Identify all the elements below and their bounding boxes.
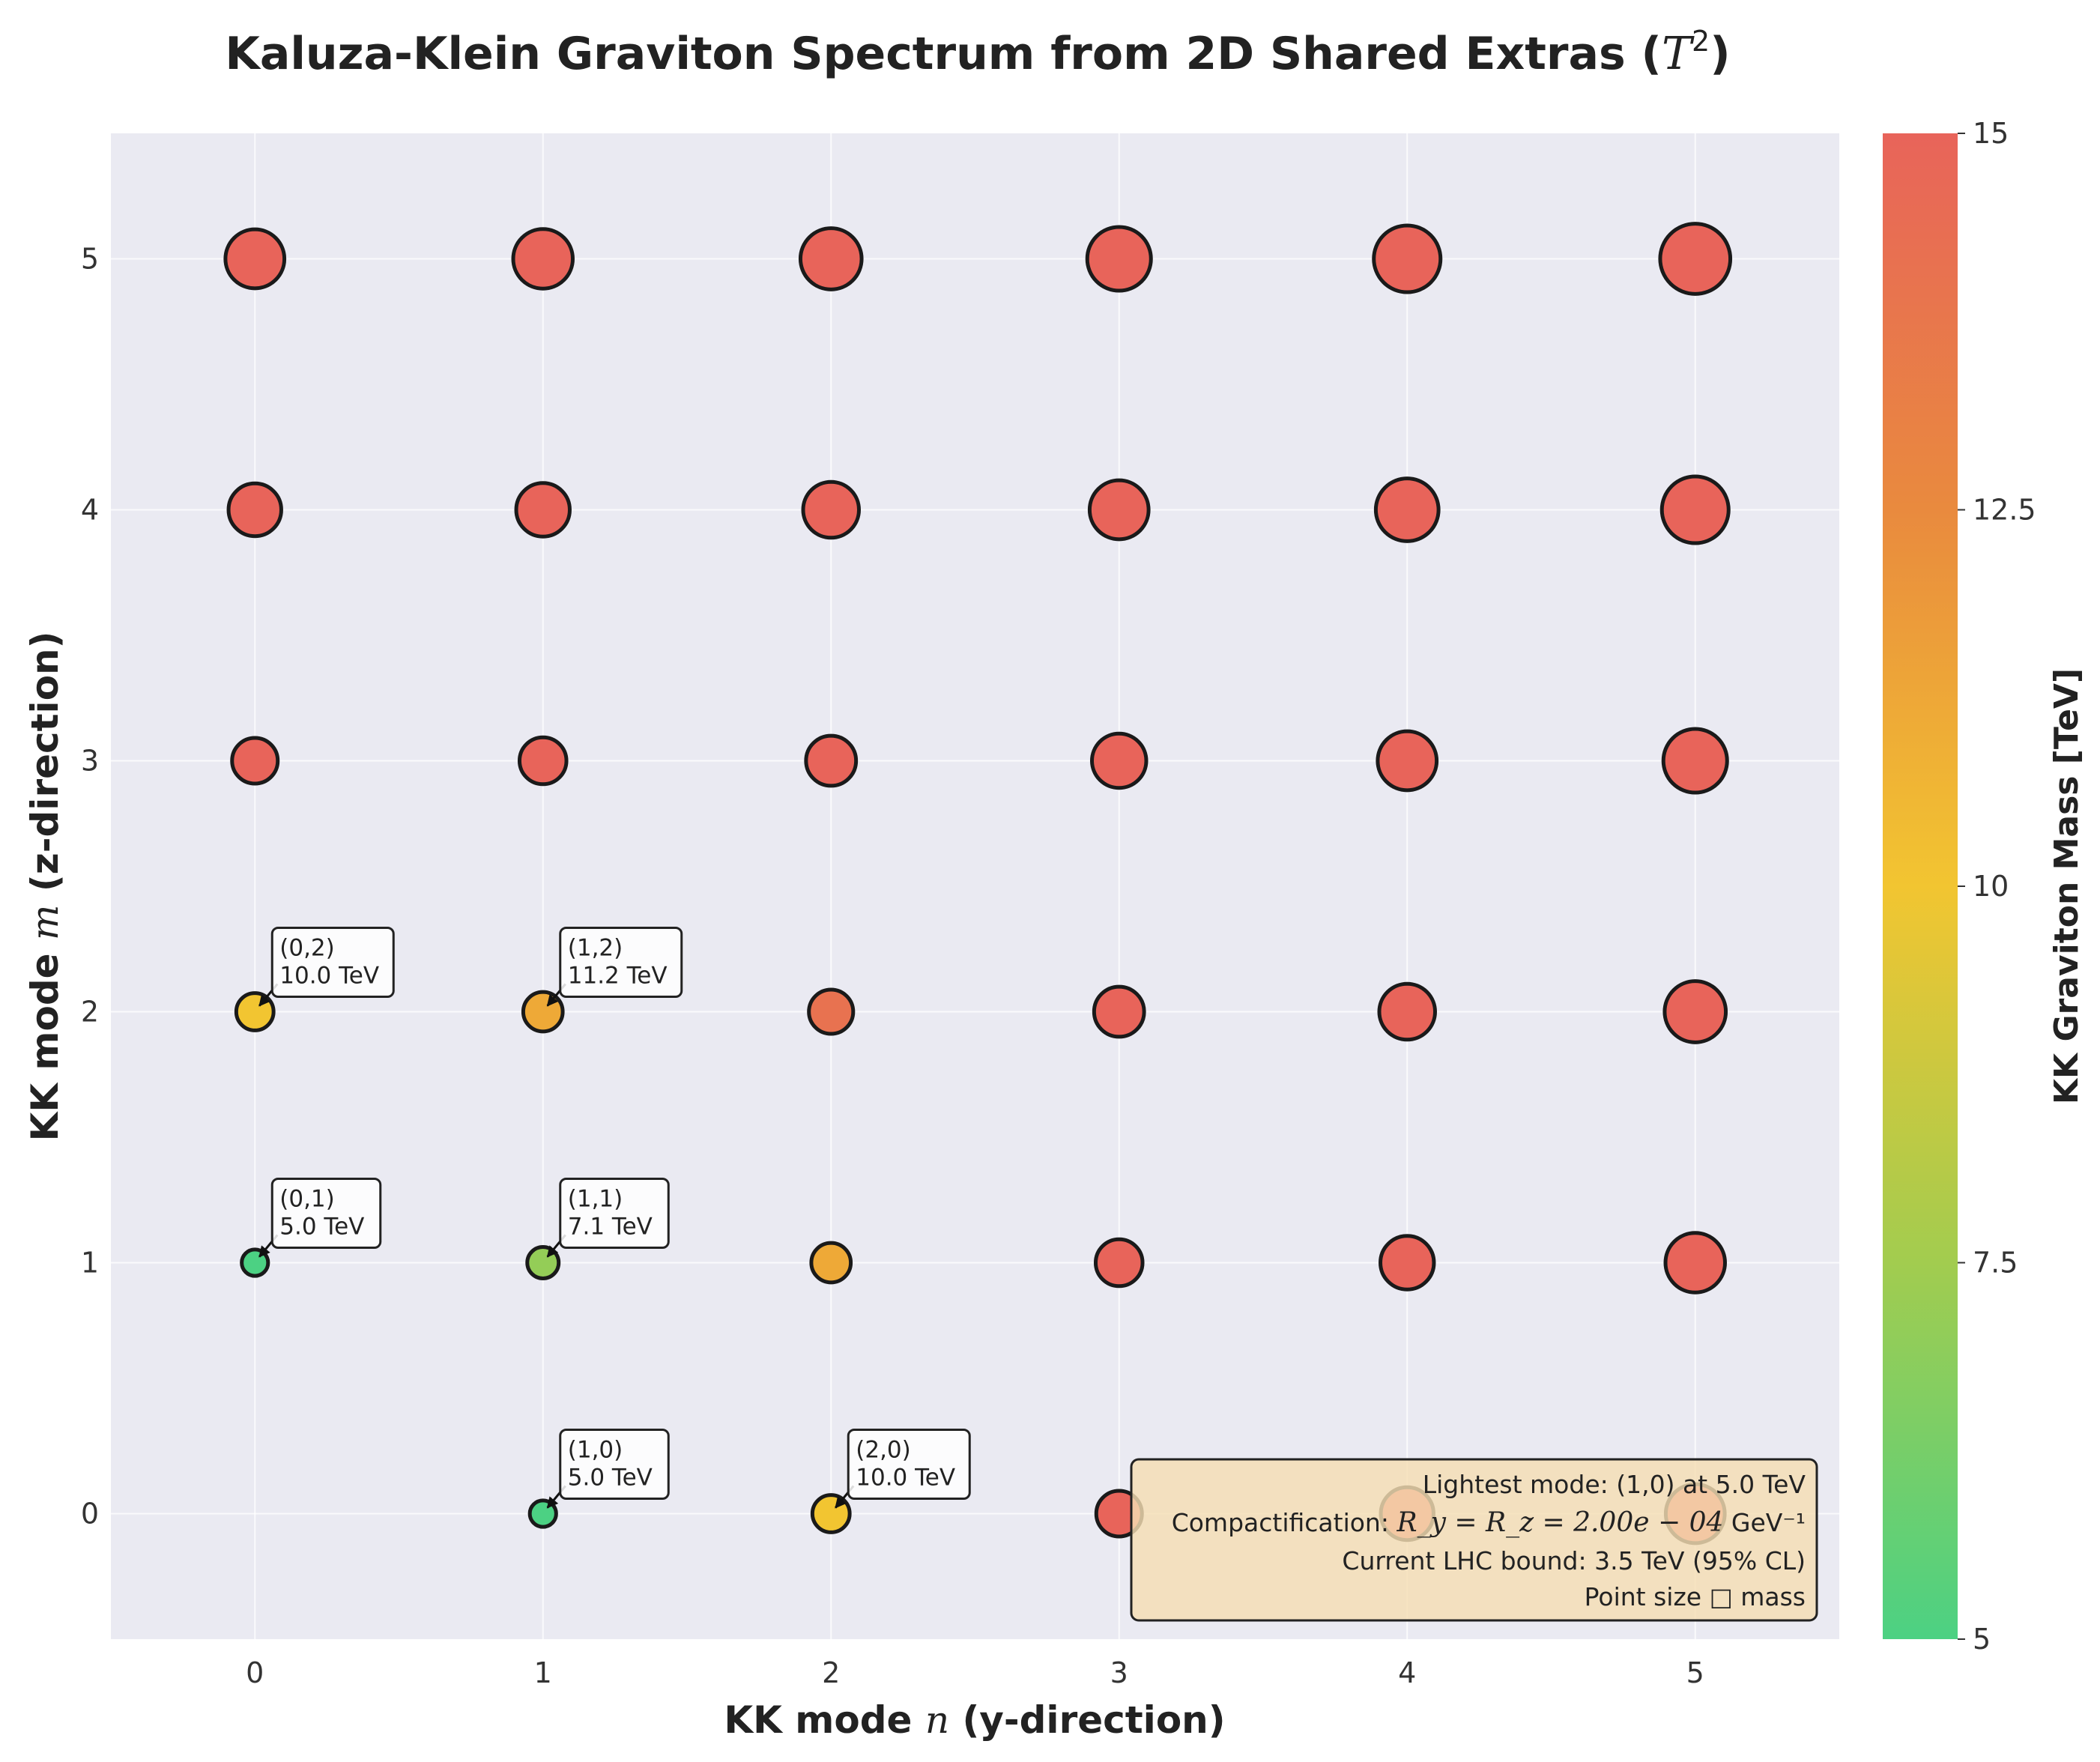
y-axis-label: KK mode m (z-direction) bbox=[23, 632, 67, 1142]
info-line-4: Point size □ mass bbox=[1585, 1582, 1806, 1611]
point-annotation: (0,2)10.0 TeV bbox=[258, 927, 395, 1007]
annotation-label: (2,0) bbox=[856, 1437, 911, 1464]
data-point bbox=[809, 1241, 853, 1285]
data-point bbox=[804, 733, 859, 788]
data-point bbox=[798, 226, 864, 291]
annotation-value: 10.0 TeV bbox=[279, 963, 379, 990]
data-point bbox=[525, 1245, 561, 1280]
data-point bbox=[810, 1493, 852, 1534]
annotation-value: 5.0 TeV bbox=[568, 1465, 653, 1492]
x-tick-label: 4 bbox=[1398, 1656, 1416, 1689]
data-point bbox=[1085, 225, 1153, 293]
annotation-value: 5.0 TeV bbox=[279, 1214, 364, 1241]
annotation-box bbox=[270, 927, 395, 998]
y-tick-label: 3 bbox=[81, 745, 99, 778]
annotation-box bbox=[559, 927, 683, 998]
annotation-box bbox=[847, 1429, 971, 1500]
data-point bbox=[511, 227, 575, 291]
data-point bbox=[230, 736, 280, 786]
data-point bbox=[1658, 222, 1733, 296]
x-tick-label: 2 bbox=[822, 1656, 840, 1689]
colorbar-label: KK Graviton Mass [TeV] bbox=[2048, 668, 2086, 1104]
x-tick-label: 1 bbox=[534, 1656, 552, 1689]
data-point bbox=[1661, 727, 1729, 795]
x-axis-label: KK mode n (y-direction) bbox=[724, 1698, 1225, 1742]
chart-title: Kaluza-Klein Graviton Spectrum from 2D S… bbox=[225, 25, 1730, 80]
colorbar-tick-label: 10 bbox=[1973, 870, 2009, 903]
y-tick-label: 2 bbox=[81, 996, 99, 1029]
colorbar bbox=[1883, 133, 1958, 1639]
data-point bbox=[1373, 476, 1441, 543]
data-point bbox=[234, 991, 276, 1032]
point-annotation: (1,0)5.0 TeV bbox=[546, 1429, 670, 1509]
annotation-value: 10.0 TeV bbox=[856, 1465, 955, 1492]
plot-area bbox=[111, 133, 1839, 1639]
point-annotation: (0,1)5.0 TeV bbox=[258, 1178, 382, 1258]
annotation-label: (0,1) bbox=[279, 1186, 335, 1213]
annotation-box bbox=[270, 1178, 382, 1249]
data-point bbox=[1372, 223, 1443, 294]
x-tick-label: 0 bbox=[246, 1656, 264, 1689]
data-point bbox=[801, 479, 862, 540]
info-line-2: Compactification: R_y = R_z = 2.00e − 04… bbox=[1172, 1507, 1806, 1538]
data-point bbox=[226, 481, 283, 539]
y-tick-labels: 0 1 2 3 4 5 bbox=[81, 243, 99, 1531]
annotation-label: (0,2) bbox=[279, 935, 335, 962]
data-point bbox=[527, 1498, 558, 1529]
data-point bbox=[1379, 1234, 1436, 1292]
colorbar-tick-label: 5 bbox=[1973, 1623, 1991, 1656]
data-point bbox=[514, 481, 572, 539]
point-annotation: (1,1)7.1 TeV bbox=[546, 1178, 670, 1258]
data-point bbox=[1659, 474, 1731, 545]
data-point bbox=[1092, 984, 1146, 1039]
data-point bbox=[1663, 1231, 1727, 1295]
annotation-box bbox=[559, 1178, 670, 1249]
data-point bbox=[1377, 981, 1438, 1042]
annotation-label: (1,0) bbox=[568, 1437, 623, 1464]
info-line-1: Lightest mode: (1,0) at 5.0 TeV bbox=[1423, 1470, 1806, 1499]
annotation-label: (1,1) bbox=[568, 1186, 623, 1213]
data-point bbox=[1090, 731, 1149, 790]
data-point bbox=[807, 987, 856, 1036]
data-point bbox=[521, 990, 565, 1034]
y-tick-label: 5 bbox=[81, 243, 99, 276]
data-point bbox=[1087, 478, 1151, 542]
data-point bbox=[240, 1247, 270, 1278]
colorbar-tick-label: 7.5 bbox=[1973, 1247, 2018, 1280]
x-tick-label: 3 bbox=[1110, 1656, 1128, 1689]
y-tick-label: 1 bbox=[81, 1247, 99, 1280]
point-annotation: (2,0)10.0 TeV bbox=[835, 1429, 971, 1509]
colorbar-tick-label: 12.5 bbox=[1973, 494, 2036, 527]
data-point bbox=[1662, 979, 1728, 1044]
info-line-3: Current LHC bound: 3.5 TeV (95% CL) bbox=[1342, 1546, 1806, 1575]
grid bbox=[111, 133, 1839, 1639]
colorbar-tick-label: 15 bbox=[1973, 117, 2009, 150]
data-point bbox=[223, 227, 287, 291]
colorbar-tick-labels: 5 7.5 10 12.5 15 bbox=[1958, 117, 2036, 1656]
annotation-value: 7.1 TeV bbox=[568, 1214, 653, 1241]
x-tick-labels: 0 1 2 3 4 5 bbox=[246, 1656, 1704, 1689]
point-annotation: (1,2)11.2 TeV bbox=[546, 927, 683, 1007]
data-point bbox=[517, 735, 569, 787]
x-tick-label: 5 bbox=[1686, 1656, 1704, 1689]
annotation-label: (1,2) bbox=[568, 935, 623, 962]
data-point bbox=[1376, 729, 1439, 793]
info-box: Lightest mode: (1,0) at 5.0 TeV Compacti… bbox=[1130, 1458, 1818, 1622]
data-point bbox=[1093, 1237, 1145, 1289]
annotations: (1,0)5.0 TeV(2,0)10.0 TeV(0,1)5.0 TeV(1,… bbox=[258, 927, 971, 1509]
annotation-value: 11.2 TeV bbox=[568, 963, 668, 990]
y-tick-label: 0 bbox=[81, 1498, 99, 1531]
y-tick-label: 4 bbox=[81, 494, 99, 527]
annotation-box bbox=[559, 1429, 670, 1500]
